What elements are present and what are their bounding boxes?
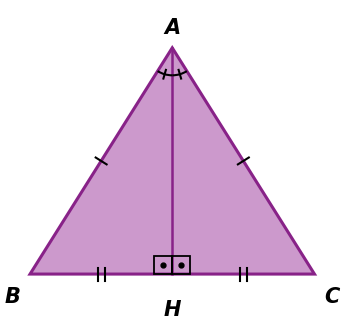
Text: A: A	[164, 18, 180, 38]
Bar	[154, 256, 172, 274]
Text: C: C	[324, 287, 340, 307]
Text: B: B	[4, 287, 20, 307]
Text: H: H	[163, 300, 181, 320]
Bar	[172, 256, 190, 274]
Polygon shape	[30, 48, 314, 274]
